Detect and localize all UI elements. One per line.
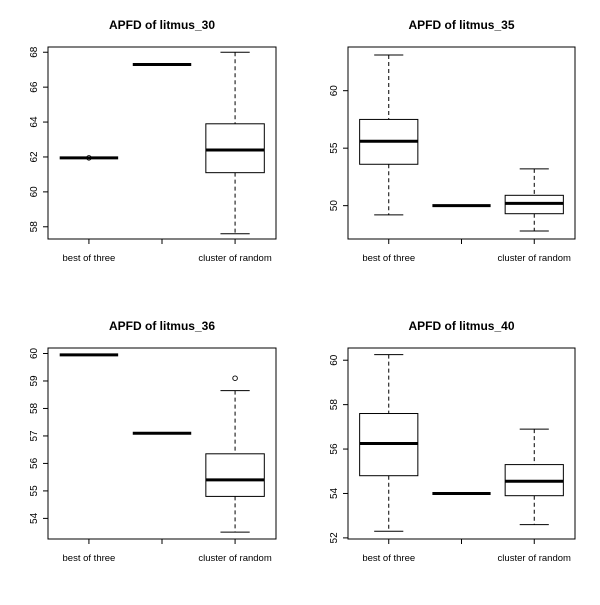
box-1 (359, 54, 419, 216)
panel-title: APFD of litmus_40 (408, 319, 514, 333)
y-tick-label: 55 (29, 485, 40, 497)
plot-frame (347, 46, 576, 240)
x-tick-label: best of three (63, 553, 116, 564)
x-tick-label: cluster of random (498, 553, 571, 564)
y-tick-label: 56 (29, 457, 40, 469)
boxplot-panel-4: APFD of litmus_40 52 54 56 58 60 best of three… (329, 319, 576, 564)
y-tick-label: 54 (329, 487, 340, 499)
y-tick-label: 60 (329, 85, 340, 97)
y-tick-label: 54 (29, 512, 40, 524)
x-tick-label: best of three (63, 253, 116, 264)
y-tick-label: 58 (329, 399, 340, 411)
y-tick-label: 56 (329, 443, 340, 455)
x-tick-label: best of three (362, 253, 415, 264)
y-tick-label: 62 (29, 151, 40, 163)
box-3 (205, 375, 265, 533)
outlier-point (86, 155, 92, 161)
y-tick-label: 58 (29, 402, 40, 414)
y-tick-label: 60 (329, 354, 340, 366)
boxplot-panel-1: APFD of litmus_30 58 60 62 64 66 68 best of thr… (29, 18, 277, 264)
x-tick-label: cluster of random (198, 553, 271, 564)
box-1 (59, 155, 119, 161)
y-tick-label: 58 (29, 221, 40, 233)
boxplot-panel-3: APFD of litmus_36 54 55 56 57 58 59 60 best of t… (29, 319, 277, 564)
box-3 (504, 428, 564, 526)
box-1 (359, 354, 419, 532)
box-3 (205, 51, 265, 235)
y-tick-label: 66 (29, 81, 40, 93)
plot-frame (47, 46, 277, 240)
y-tick-label: 57 (29, 430, 40, 442)
x-tick-label: cluster of random (498, 253, 571, 264)
box-3 (504, 168, 564, 232)
outlier-point (232, 375, 238, 381)
x-tick-label: cluster of random (198, 253, 271, 264)
y-tick-label: 52 (329, 532, 340, 544)
plot-frame (47, 347, 277, 540)
iqr-box (205, 453, 265, 497)
boxplot-panel-2: APFD of litmus_35 50 55 60 best of three clus… (329, 18, 576, 264)
y-tick-label: 68 (29, 46, 40, 58)
panel-title: APFD of litmus_30 (109, 18, 215, 32)
y-tick-label: 59 (29, 375, 40, 387)
x-tick-label: best of three (362, 553, 415, 564)
y-tick-label: 64 (29, 116, 40, 128)
panel-title: APFD of litmus_36 (109, 319, 215, 333)
y-tick-label: 60 (29, 347, 40, 359)
y-tick-label: 60 (29, 186, 40, 198)
iqr-box (205, 123, 265, 174)
y-tick-label: 50 (329, 200, 340, 212)
y-tick-label: 55 (329, 142, 340, 154)
panel-title: APFD of litmus_35 (408, 18, 514, 32)
